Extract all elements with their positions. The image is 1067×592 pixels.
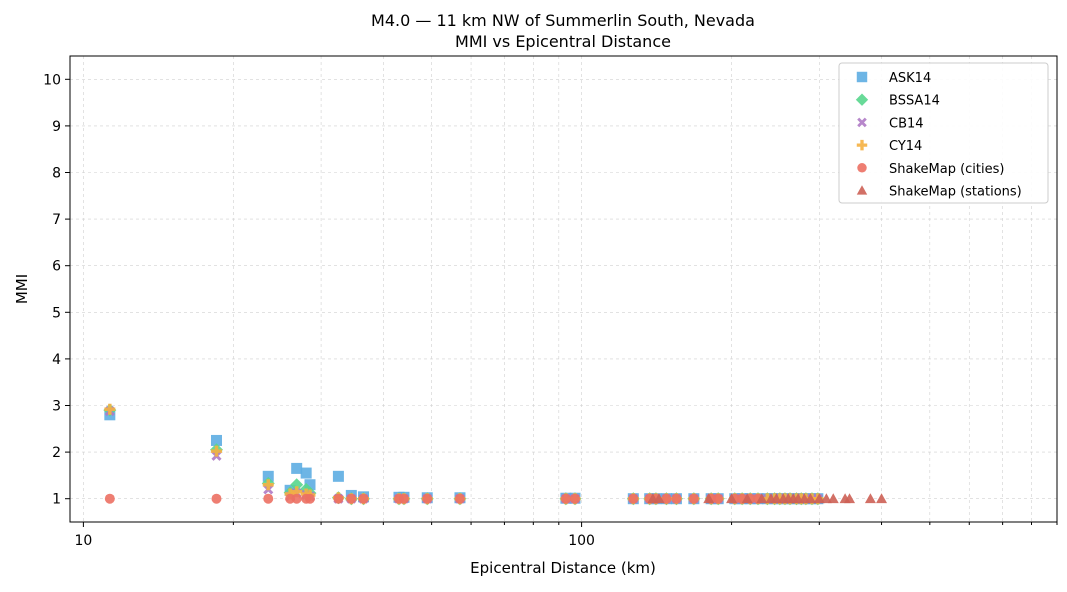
data-point: [770, 493, 782, 504]
data-point: [300, 467, 312, 479]
data-point: [304, 479, 316, 491]
data-point: [560, 493, 571, 504]
data-points: [103, 403, 888, 506]
legend-box: [838, 62, 1049, 204]
y-tick-label: 10: [43, 72, 61, 88]
data-point: [263, 493, 274, 504]
data-point: [653, 493, 665, 504]
legend: ASK14 BSSA14 CB14 CY14 ShakeMap (cities) Shak…: [838, 62, 1049, 204]
data-point: [304, 493, 315, 504]
data-point: [422, 493, 433, 504]
y-tick-label: 3: [52, 399, 61, 415]
chart-subtitle: MMI vs Epicentral Distance: [455, 32, 671, 51]
data-point: [398, 493, 409, 504]
data-point: [262, 479, 274, 491]
data-point: [876, 493, 888, 504]
series-group: [647, 493, 888, 504]
data-point: [703, 493, 715, 504]
legend-label: ShakeMap (cities): [889, 162, 1004, 177]
data-point: [104, 493, 115, 504]
legend-marker: [856, 185, 868, 195]
data-point: [570, 493, 581, 504]
legend-marker: [856, 71, 868, 83]
y-tick-label: 1: [52, 492, 61, 508]
y-tick-label: 4: [52, 352, 61, 368]
data-point: [454, 493, 465, 504]
axis-ticks: 1 2 3 4 5 6 7 8 9 10 10 100: [43, 72, 1058, 549]
legend-label: BSSA14: [889, 94, 940, 109]
data-point: [333, 493, 344, 504]
x-tick-label: 100: [568, 533, 595, 549]
data-point: [358, 493, 369, 504]
x-axis-label: Epicentral Distance (km): [470, 559, 656, 577]
data-point: [713, 493, 724, 504]
data-point: [661, 493, 672, 504]
data-point: [756, 493, 768, 504]
data-point: [813, 493, 825, 504]
data-point: [844, 493, 856, 504]
y-tick-label: 8: [52, 166, 61, 182]
data-point: [688, 493, 699, 504]
data-point: [628, 493, 639, 504]
y-tick-label: 2: [52, 445, 61, 461]
legend-marker: [857, 163, 867, 173]
plot-frame: [69, 55, 1058, 523]
legend-marker: [857, 117, 867, 128]
y-axis-label: MMI: [13, 274, 31, 304]
data-point: [827, 493, 839, 504]
data-point: [104, 403, 116, 415]
data-point: [262, 470, 274, 482]
data-point: [211, 493, 222, 504]
legend-label: CB14: [889, 116, 924, 131]
data-point: [741, 493, 753, 504]
y-tick-label: 5: [52, 305, 61, 321]
data-point: [671, 493, 682, 504]
data-point: [291, 462, 303, 474]
legend-label: CY14: [889, 139, 922, 154]
y-tick-label: 6: [52, 259, 61, 275]
x-tick-label: 10: [74, 533, 92, 549]
data-point: [332, 470, 344, 482]
data-point: [726, 493, 738, 504]
data-point: [346, 493, 357, 504]
data-point: [864, 493, 876, 504]
legend-label: ShakeMap (stations): [889, 185, 1022, 200]
legend-marker: [856, 139, 868, 151]
data-point: [804, 493, 816, 504]
data-point: [210, 445, 222, 457]
data-point: [290, 478, 304, 492]
legend-label: ASK14: [889, 71, 931, 86]
data-point: [291, 493, 302, 504]
data-point: [210, 434, 222, 446]
y-tick-label: 7: [52, 212, 61, 228]
chart-title: M4.0 — 11 km NW of Summerlin South, Neva…: [371, 11, 755, 30]
y-tick-label: 9: [52, 119, 61, 135]
legend-marker: [855, 93, 869, 106]
